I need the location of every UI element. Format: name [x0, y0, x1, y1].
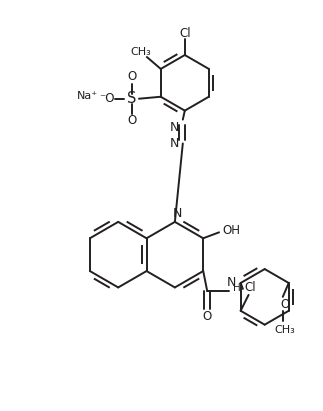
Text: N: N [173, 208, 182, 220]
Text: CH₃: CH₃ [130, 47, 151, 57]
Text: O: O [127, 114, 137, 127]
Text: Cl: Cl [179, 27, 191, 40]
Text: OH: OH [222, 224, 240, 237]
Text: S: S [127, 91, 137, 106]
Text: O: O [280, 298, 289, 311]
Text: CH₃: CH₃ [274, 325, 295, 335]
Text: Cl: Cl [245, 282, 256, 294]
Text: H: H [233, 283, 241, 293]
Text: N: N [170, 137, 180, 150]
Text: Na⁺: Na⁺ [77, 91, 98, 101]
Text: O: O [127, 70, 137, 83]
Text: ⁻O: ⁻O [99, 92, 115, 105]
Text: N: N [170, 121, 180, 134]
Text: O: O [203, 310, 212, 323]
Text: N: N [226, 277, 236, 289]
